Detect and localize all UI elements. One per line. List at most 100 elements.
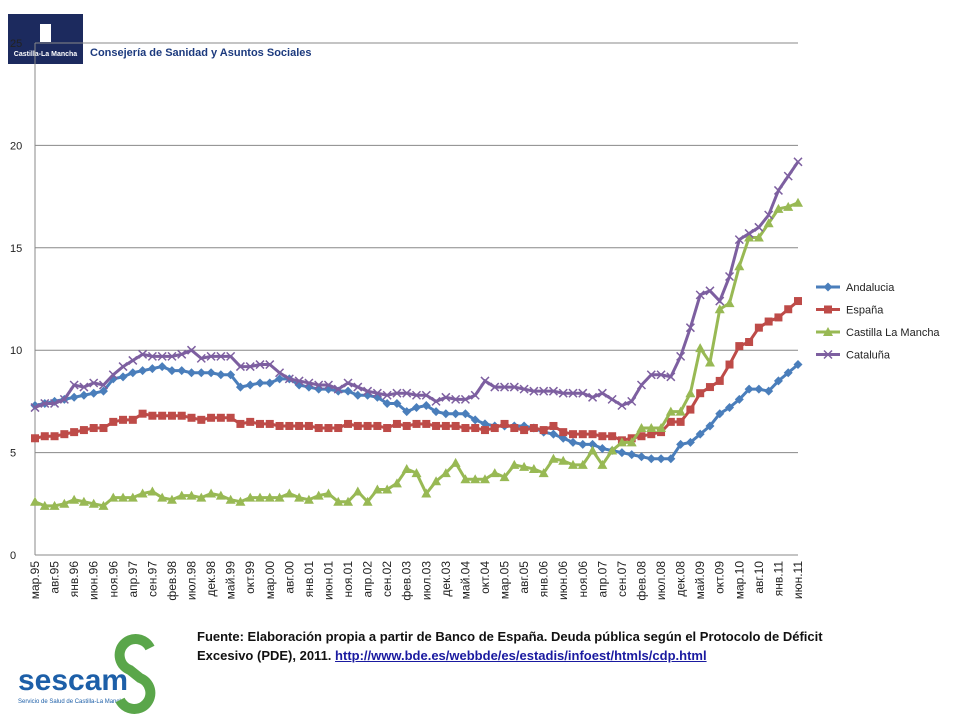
- point: [343, 496, 354, 506]
- point: [265, 419, 274, 428]
- x-tick-label: янв.96: [67, 561, 81, 598]
- point: [824, 305, 832, 314]
- point: [431, 396, 441, 406]
- point: [323, 488, 334, 498]
- point: [734, 394, 744, 404]
- point: [78, 496, 89, 506]
- point: [558, 388, 568, 398]
- point: [578, 439, 588, 449]
- point: [587, 445, 598, 455]
- point: [216, 413, 225, 422]
- point: [108, 370, 118, 380]
- point: [724, 298, 735, 308]
- point: [49, 500, 60, 510]
- point: [714, 304, 725, 314]
- x-tick-label: ноя.06: [576, 561, 590, 598]
- point: [598, 432, 607, 441]
- point: [216, 370, 226, 380]
- point: [353, 382, 363, 392]
- legend-label: Castilla La Mancha: [846, 327, 940, 339]
- point: [295, 421, 304, 430]
- point: [401, 463, 412, 473]
- point: [539, 426, 548, 435]
- point: [538, 468, 549, 478]
- point: [119, 415, 128, 424]
- point: [304, 378, 314, 388]
- point: [647, 430, 656, 439]
- source-note: Fuente: Elaboración propia a partir de B…: [197, 627, 847, 665]
- point: [441, 392, 451, 402]
- point: [568, 437, 578, 447]
- point: [157, 492, 168, 502]
- legend-label: Andalucia: [846, 282, 895, 294]
- point: [246, 417, 255, 426]
- x-tick-label: апр.02: [361, 561, 375, 598]
- point: [79, 390, 89, 400]
- x-tick-label: июн.96: [87, 561, 101, 600]
- point: [735, 342, 744, 351]
- point: [705, 286, 715, 296]
- point: [89, 378, 99, 388]
- point: [539, 386, 549, 396]
- point: [323, 380, 333, 390]
- x-tick-label: окт.09: [713, 561, 727, 594]
- point: [665, 406, 676, 416]
- point: [324, 424, 333, 433]
- point: [216, 351, 226, 361]
- point: [450, 457, 461, 467]
- point: [636, 452, 646, 462]
- point: [382, 398, 392, 408]
- x-tick-label: янв.01: [302, 561, 316, 598]
- point: [734, 261, 745, 271]
- point: [412, 419, 421, 428]
- point: [588, 392, 598, 402]
- point: [646, 423, 657, 433]
- point: [695, 429, 705, 439]
- point: [656, 423, 667, 433]
- point: [440, 468, 451, 478]
- logo-emblem: [40, 24, 51, 42]
- point: [451, 421, 460, 430]
- x-tick-label: ноя.96: [106, 561, 120, 598]
- point: [69, 392, 79, 402]
- point: [254, 492, 265, 502]
- point: [471, 424, 480, 433]
- point: [451, 394, 461, 404]
- x-tick-label: май.09: [693, 561, 707, 600]
- point: [479, 474, 490, 484]
- point: [607, 394, 617, 404]
- point: [226, 413, 235, 422]
- point: [637, 432, 646, 441]
- point: [422, 419, 431, 428]
- point: [138, 366, 148, 376]
- point: [441, 409, 451, 419]
- point: [206, 351, 216, 361]
- point: [343, 386, 353, 396]
- point: [166, 494, 177, 504]
- point: [774, 313, 783, 322]
- point: [285, 421, 294, 430]
- source-link[interactable]: http://www.bde.es/webbde/es/estadis/info…: [335, 648, 707, 663]
- x-tick-label: окт.04: [478, 561, 492, 594]
- point: [69, 380, 79, 390]
- point: [509, 459, 520, 469]
- point: [412, 403, 421, 413]
- point: [666, 417, 675, 426]
- point: [255, 378, 265, 388]
- point: [314, 380, 324, 390]
- point: [255, 360, 265, 370]
- point: [597, 444, 607, 454]
- point: [588, 430, 597, 439]
- point: [764, 386, 774, 396]
- point: [773, 376, 783, 386]
- point: [40, 432, 49, 441]
- point: [245, 380, 255, 390]
- point: [569, 430, 578, 439]
- point: [823, 327, 833, 336]
- point: [705, 383, 714, 392]
- x-tick-label: сен.97: [145, 561, 159, 597]
- point: [421, 400, 431, 410]
- point: [783, 201, 794, 211]
- point: [148, 411, 157, 420]
